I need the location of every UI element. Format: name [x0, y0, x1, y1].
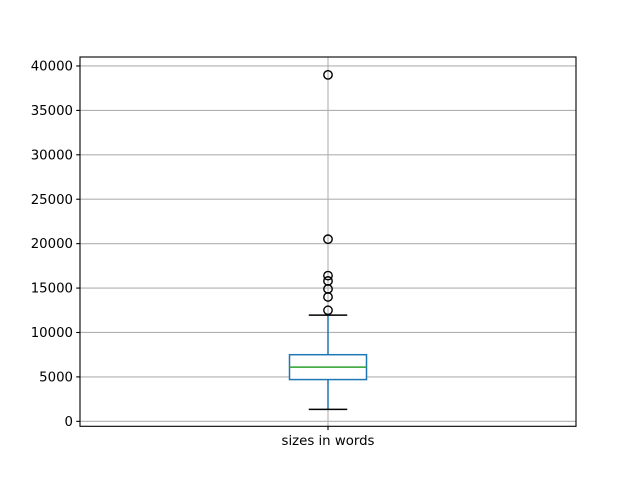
y-tick-label: 20000: [31, 237, 73, 252]
y-tick-label: 25000: [31, 193, 73, 208]
outlier-flier: [323, 69, 333, 80]
y-tick-label: 15000: [31, 282, 73, 297]
x-tick-label: sizes in words: [281, 434, 375, 449]
y-tick-label: 0: [65, 415, 73, 430]
y-tick-label: 5000: [39, 371, 73, 386]
outlier-flier: [323, 234, 333, 245]
y-tick-label: 10000: [31, 326, 73, 341]
y-tick-label: 30000: [31, 148, 73, 163]
y-tick-label: 35000: [31, 104, 73, 119]
outlier-flier: [323, 305, 333, 316]
y-tick-label: 40000: [31, 60, 73, 75]
outlier-flier: [323, 270, 333, 281]
outlier-flier: [323, 276, 333, 286]
